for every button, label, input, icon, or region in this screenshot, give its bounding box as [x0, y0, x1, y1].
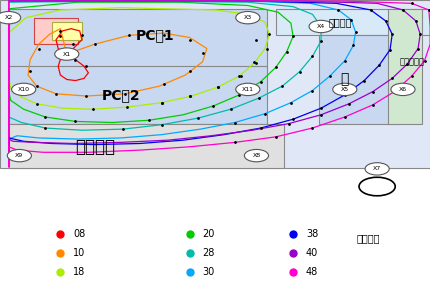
- Text: 30: 30: [202, 267, 214, 277]
- Text: X5: X5: [340, 87, 348, 92]
- Bar: [0, 0, 430, 168]
- Text: 48: 48: [305, 267, 317, 277]
- Text: 机: 机: [340, 72, 348, 87]
- Bar: [9, 124, 284, 168]
- Circle shape: [390, 83, 414, 96]
- Text: X7: X7: [372, 166, 381, 171]
- Circle shape: [12, 83, 36, 96]
- Bar: [52, 22, 82, 40]
- Bar: [9, 9, 267, 71]
- Circle shape: [235, 12, 259, 24]
- Circle shape: [332, 83, 356, 96]
- Text: X11: X11: [241, 87, 253, 92]
- Bar: [275, 9, 430, 35]
- Bar: [318, 35, 396, 124]
- Text: スクリーン: スクリーン: [398, 57, 423, 66]
- Text: PC机2: PC机2: [101, 88, 140, 102]
- Text: 28: 28: [202, 248, 215, 258]
- Text: 18: 18: [73, 267, 85, 277]
- Circle shape: [308, 20, 332, 33]
- Text: 10: 10: [73, 248, 85, 258]
- Circle shape: [7, 149, 31, 162]
- Text: 38: 38: [305, 230, 317, 239]
- Text: 08: 08: [73, 230, 85, 239]
- Text: ロッカー: ロッカー: [75, 138, 114, 156]
- Text: 40: 40: [305, 248, 317, 258]
- Circle shape: [358, 177, 394, 196]
- Bar: [387, 9, 421, 124]
- Text: コピー機: コピー機: [328, 17, 351, 27]
- Text: X9: X9: [15, 153, 24, 158]
- Text: 出入り口: 出入り口: [356, 233, 379, 243]
- Text: X2: X2: [4, 15, 13, 20]
- Text: 20: 20: [202, 230, 215, 239]
- Text: X1: X1: [63, 52, 71, 57]
- Circle shape: [364, 163, 388, 175]
- Text: X3: X3: [243, 15, 252, 20]
- Text: X10: X10: [18, 87, 30, 92]
- Bar: [34, 18, 77, 44]
- Circle shape: [0, 12, 21, 24]
- Text: X6: X6: [398, 87, 406, 92]
- Text: X8: X8: [252, 153, 260, 158]
- Circle shape: [55, 48, 79, 60]
- Bar: [9, 66, 267, 124]
- Circle shape: [235, 83, 259, 96]
- Text: PC机1: PC机1: [135, 28, 174, 42]
- Circle shape: [244, 149, 268, 162]
- Text: X4: X4: [316, 24, 325, 29]
